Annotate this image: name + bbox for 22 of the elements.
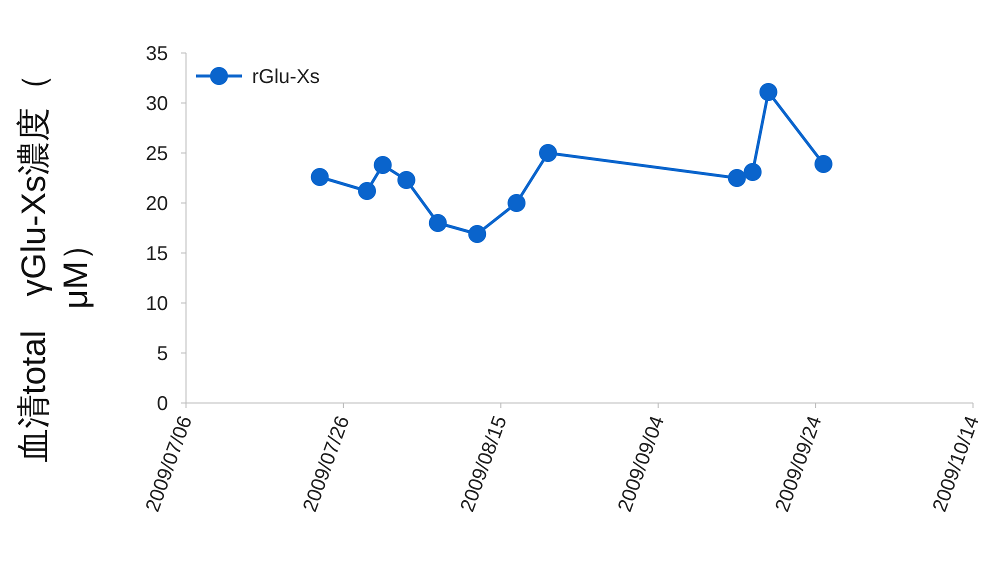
y-tick-label: 0 — [156, 393, 168, 415]
point — [374, 156, 392, 174]
point — [358, 182, 376, 200]
y-tick-label: 35 — [146, 43, 168, 65]
y-axis-title: 血清total γGlu-Xs濃度（μM） — [15, 73, 95, 463]
point — [428, 214, 447, 232]
point — [539, 144, 558, 162]
point — [508, 194, 526, 212]
point — [759, 83, 778, 101]
point — [397, 171, 416, 189]
y-tick-label: 15 — [146, 243, 168, 265]
y-tick-label: 25 — [146, 143, 168, 165]
legend-label: rGlu-Xs — [252, 66, 320, 88]
y-tick-label: 5 — [156, 343, 168, 365]
y-tick-label: 20 — [146, 193, 168, 215]
y-tick-label: 10 — [146, 293, 168, 315]
y-tick-label: 30 — [146, 93, 168, 115]
point — [744, 163, 762, 181]
point — [814, 155, 832, 173]
point — [728, 169, 746, 187]
point — [310, 168, 329, 186]
point — [468, 225, 486, 243]
